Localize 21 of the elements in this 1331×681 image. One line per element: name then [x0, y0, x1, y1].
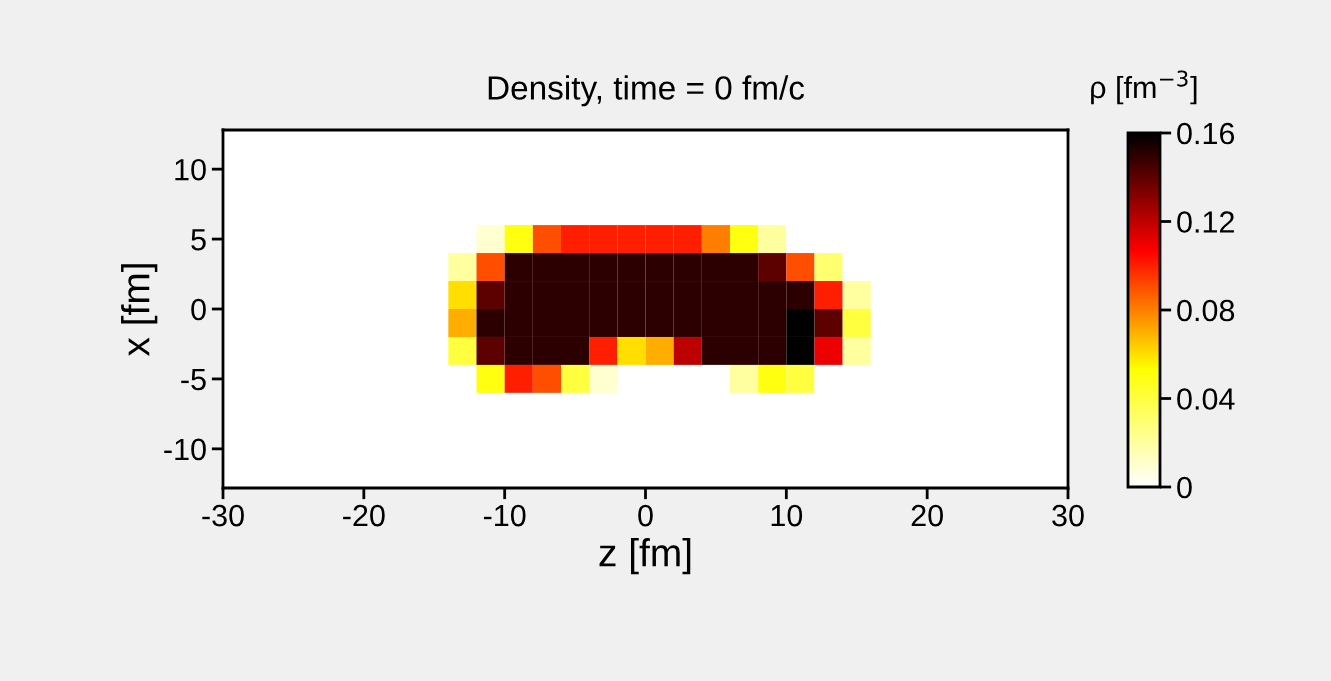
- color-bar-label: 0.08: [1177, 299, 1235, 322]
- x-axis-title: z [fm]: [599, 538, 691, 575]
- color-bar-label: 0.12: [1177, 211, 1234, 233]
- y-tick-label: 0: [191, 298, 206, 321]
- color-bar-label: 0: [1177, 476, 1192, 499]
- chart-title: Density, time = 0 fm/c: [488, 75, 805, 107]
- x-tick-label: 0: [638, 504, 653, 527]
- y-tick-label: 5: [191, 229, 206, 251]
- x-tick-label: 10: [771, 504, 803, 527]
- x-tick-label: 30: [1052, 504, 1084, 527]
- x-tick-label: -20: [343, 504, 385, 527]
- x-tick-label: -10: [483, 504, 526, 527]
- y-tick-label: -10: [164, 438, 206, 461]
- x-tick-label: -30: [202, 504, 244, 527]
- color-bar-label: 0.16: [1177, 122, 1235, 145]
- color-bar-title: ρ [fm$^{−3}$]: [1091, 70, 1197, 105]
- color-bar-label: 0.04: [1177, 388, 1235, 410]
- y-axis-title: x [fm]: [121, 264, 158, 357]
- y-tick-label: -5: [181, 368, 206, 391]
- y-tick-label: 10: [175, 158, 206, 181]
- x-tick-label: 20: [911, 504, 943, 527]
